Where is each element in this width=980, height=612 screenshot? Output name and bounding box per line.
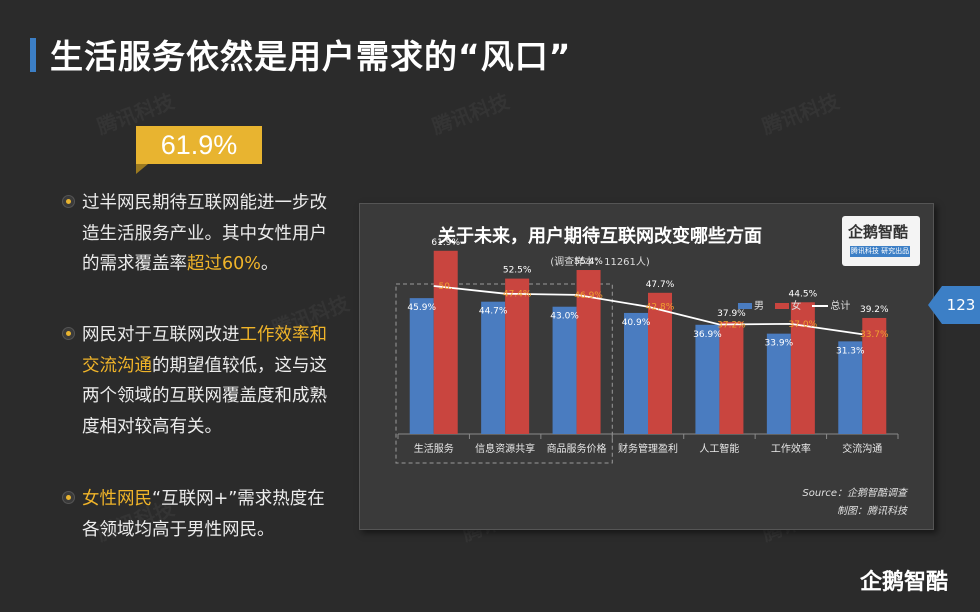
- highlight-text: 工作效率和交流沟通: [82, 325, 327, 376]
- data-label-total: 37.2%: [717, 320, 746, 330]
- chart-source: Source：企鹅智酷调查 制图：腾讯科技: [802, 485, 907, 521]
- bullet-3: 女性网民“互联网+”需求热度在各领域均高于男性网民。: [62, 484, 342, 545]
- bullet-text: 过半网民期待互联网能进一步改造生活服务产业。其中女性用户的需求覆盖率超过60%。: [62, 188, 342, 280]
- data-label-total: 50.: [439, 282, 453, 292]
- data-label-female: 47.7%: [646, 280, 675, 290]
- logo-text: 企鹅智酷: [848, 223, 909, 241]
- data-label-total: 47.4%: [503, 290, 532, 300]
- data-label-female: 44.5%: [789, 289, 818, 299]
- data-label-female: 39.2%: [860, 305, 889, 315]
- x-tick-label: 人工智能: [699, 442, 739, 455]
- bullet-text: 网民对于互联网改进工作效率和交流沟通的期望值较低，这与这两个领域的互联网覆盖度和…: [62, 320, 342, 442]
- data-label-female: 61.9%: [431, 238, 460, 248]
- body-text: 。: [260, 254, 279, 274]
- data-label-male: 45.9%: [407, 303, 436, 313]
- data-label-male: 44.7%: [479, 307, 508, 317]
- x-tick-label: 财务管理盈利: [618, 442, 678, 455]
- bullet-dot-icon: [62, 491, 75, 504]
- legend-label: 女: [791, 301, 802, 312]
- watermark: 腾讯科技: [427, 85, 512, 140]
- data-label-female: 52.5%: [503, 266, 532, 276]
- body-text: 网民对于互联网改进: [82, 325, 240, 345]
- title-accent-bar: [30, 38, 36, 72]
- data-label-female: 55.4%: [574, 257, 603, 267]
- bar-female: [648, 292, 672, 434]
- bar-female: [719, 321, 744, 434]
- stat-callout-tail: [136, 164, 148, 174]
- legend-item-total: 总计: [812, 301, 850, 312]
- page-number-tab: 123: [928, 286, 980, 324]
- x-tick-label: 工作效率: [771, 442, 811, 455]
- highlight-frame: [395, 283, 613, 464]
- body-text: 的期望值较低，这与这两个领域的互联网覆盖度和成熟度相对较高有关。: [82, 355, 327, 437]
- bar-male: [766, 333, 791, 434]
- data-label-male: 43.0%: [550, 312, 579, 322]
- legend-line-swatch: [812, 305, 829, 307]
- watermark: 腾讯科技: [757, 85, 842, 140]
- brand-logo-badge: 企鹅智酷 腾讯科技 研究出品: [842, 216, 920, 266]
- bar-male: [552, 306, 577, 434]
- body-text: “互联网+”需求热度在各领域均高于男性网民。: [82, 489, 325, 540]
- bar-female: [505, 278, 530, 434]
- data-label-total: 46.9%: [574, 291, 603, 301]
- page-title: 生活服务依然是用户需求的“风口”: [50, 37, 572, 76]
- data-label-total: 37.0%: [789, 320, 818, 330]
- legend-item-male: 男: [738, 301, 764, 312]
- x-tick-label: 信息资源共享: [475, 442, 535, 455]
- bullet-text: 女性网民“互联网+”需求热度在各领域均高于男性网民。: [62, 484, 342, 545]
- bar-male: [409, 298, 434, 434]
- logo-subtext: 腾讯科技 研究出品: [850, 246, 910, 257]
- x-tick-label: 交流沟通: [842, 442, 882, 455]
- bar-male: [838, 341, 863, 434]
- bar-male: [624, 312, 648, 434]
- legend-swatch: [775, 303, 790, 309]
- legend-label: 总计: [830, 301, 851, 312]
- stat-callout: 61.9%: [136, 126, 262, 164]
- x-tick-label: 商品服务价格: [547, 442, 607, 455]
- legend-label: 男: [754, 301, 764, 312]
- data-label-male: 36.9%: [693, 330, 722, 340]
- data-label-male: 40.9%: [622, 318, 651, 328]
- page-number: 123: [946, 296, 976, 314]
- chart-panel: 生活服务 信息资源共享 商品服务价格 财务管理盈利 人工智能 工作效率 交流沟通 45.9% 6…: [359, 203, 934, 530]
- data-label-female: 37.9%: [717, 309, 746, 319]
- bar-chart: 生活服务 信息资源共享 商品服务价格 财务管理盈利 人工智能 工作效率 交流沟通 45.9% 6…: [395, 238, 899, 464]
- bullet-1: 过半网民期待互联网能进一步改造生活服务产业。其中女性用户的需求覆盖率超过60%。: [62, 188, 342, 280]
- bullet-dot-icon: [62, 327, 75, 340]
- bar-female: [433, 250, 458, 434]
- brand-logo: 企鹅智酷: [860, 570, 949, 595]
- legend-item-female: 女: [775, 301, 801, 312]
- line-total: [433, 285, 863, 336]
- bar-male: [695, 324, 720, 434]
- bar-female: [862, 317, 887, 434]
- data-label-male: 33.9%: [765, 339, 794, 349]
- data-label-male: 31.3%: [836, 346, 865, 356]
- chart-title: 关于未来，用户期待互联网改变哪些方面: [438, 226, 762, 247]
- credit-line: 制图：腾讯科技: [837, 506, 907, 517]
- data-label-total: 33.7%: [860, 330, 889, 340]
- bar-male: [481, 301, 506, 434]
- chart-subtitle: (调查样本：11261人): [550, 257, 650, 268]
- data-label-total: 42.8%: [646, 303, 675, 313]
- bullet-2: 网民对于互联网改进工作效率和交流沟通的期望值较低，这与这两个领域的互联网覆盖度和…: [62, 320, 342, 442]
- body-text: 过半网民期待互联网能进一步改造生活服务产业。其中女性用户的需求覆盖率: [82, 193, 327, 274]
- x-tick-label: 生活服务: [414, 442, 454, 455]
- source-line: Source：企鹅智酷调查: [802, 488, 907, 499]
- chart-legend: 男 女 总计: [738, 297, 858, 312]
- legend-swatch: [738, 303, 752, 309]
- highlight-text: 女性网民: [82, 489, 152, 509]
- bullet-dot-icon: [62, 195, 75, 208]
- highlight-text: 超过60%: [187, 254, 261, 274]
